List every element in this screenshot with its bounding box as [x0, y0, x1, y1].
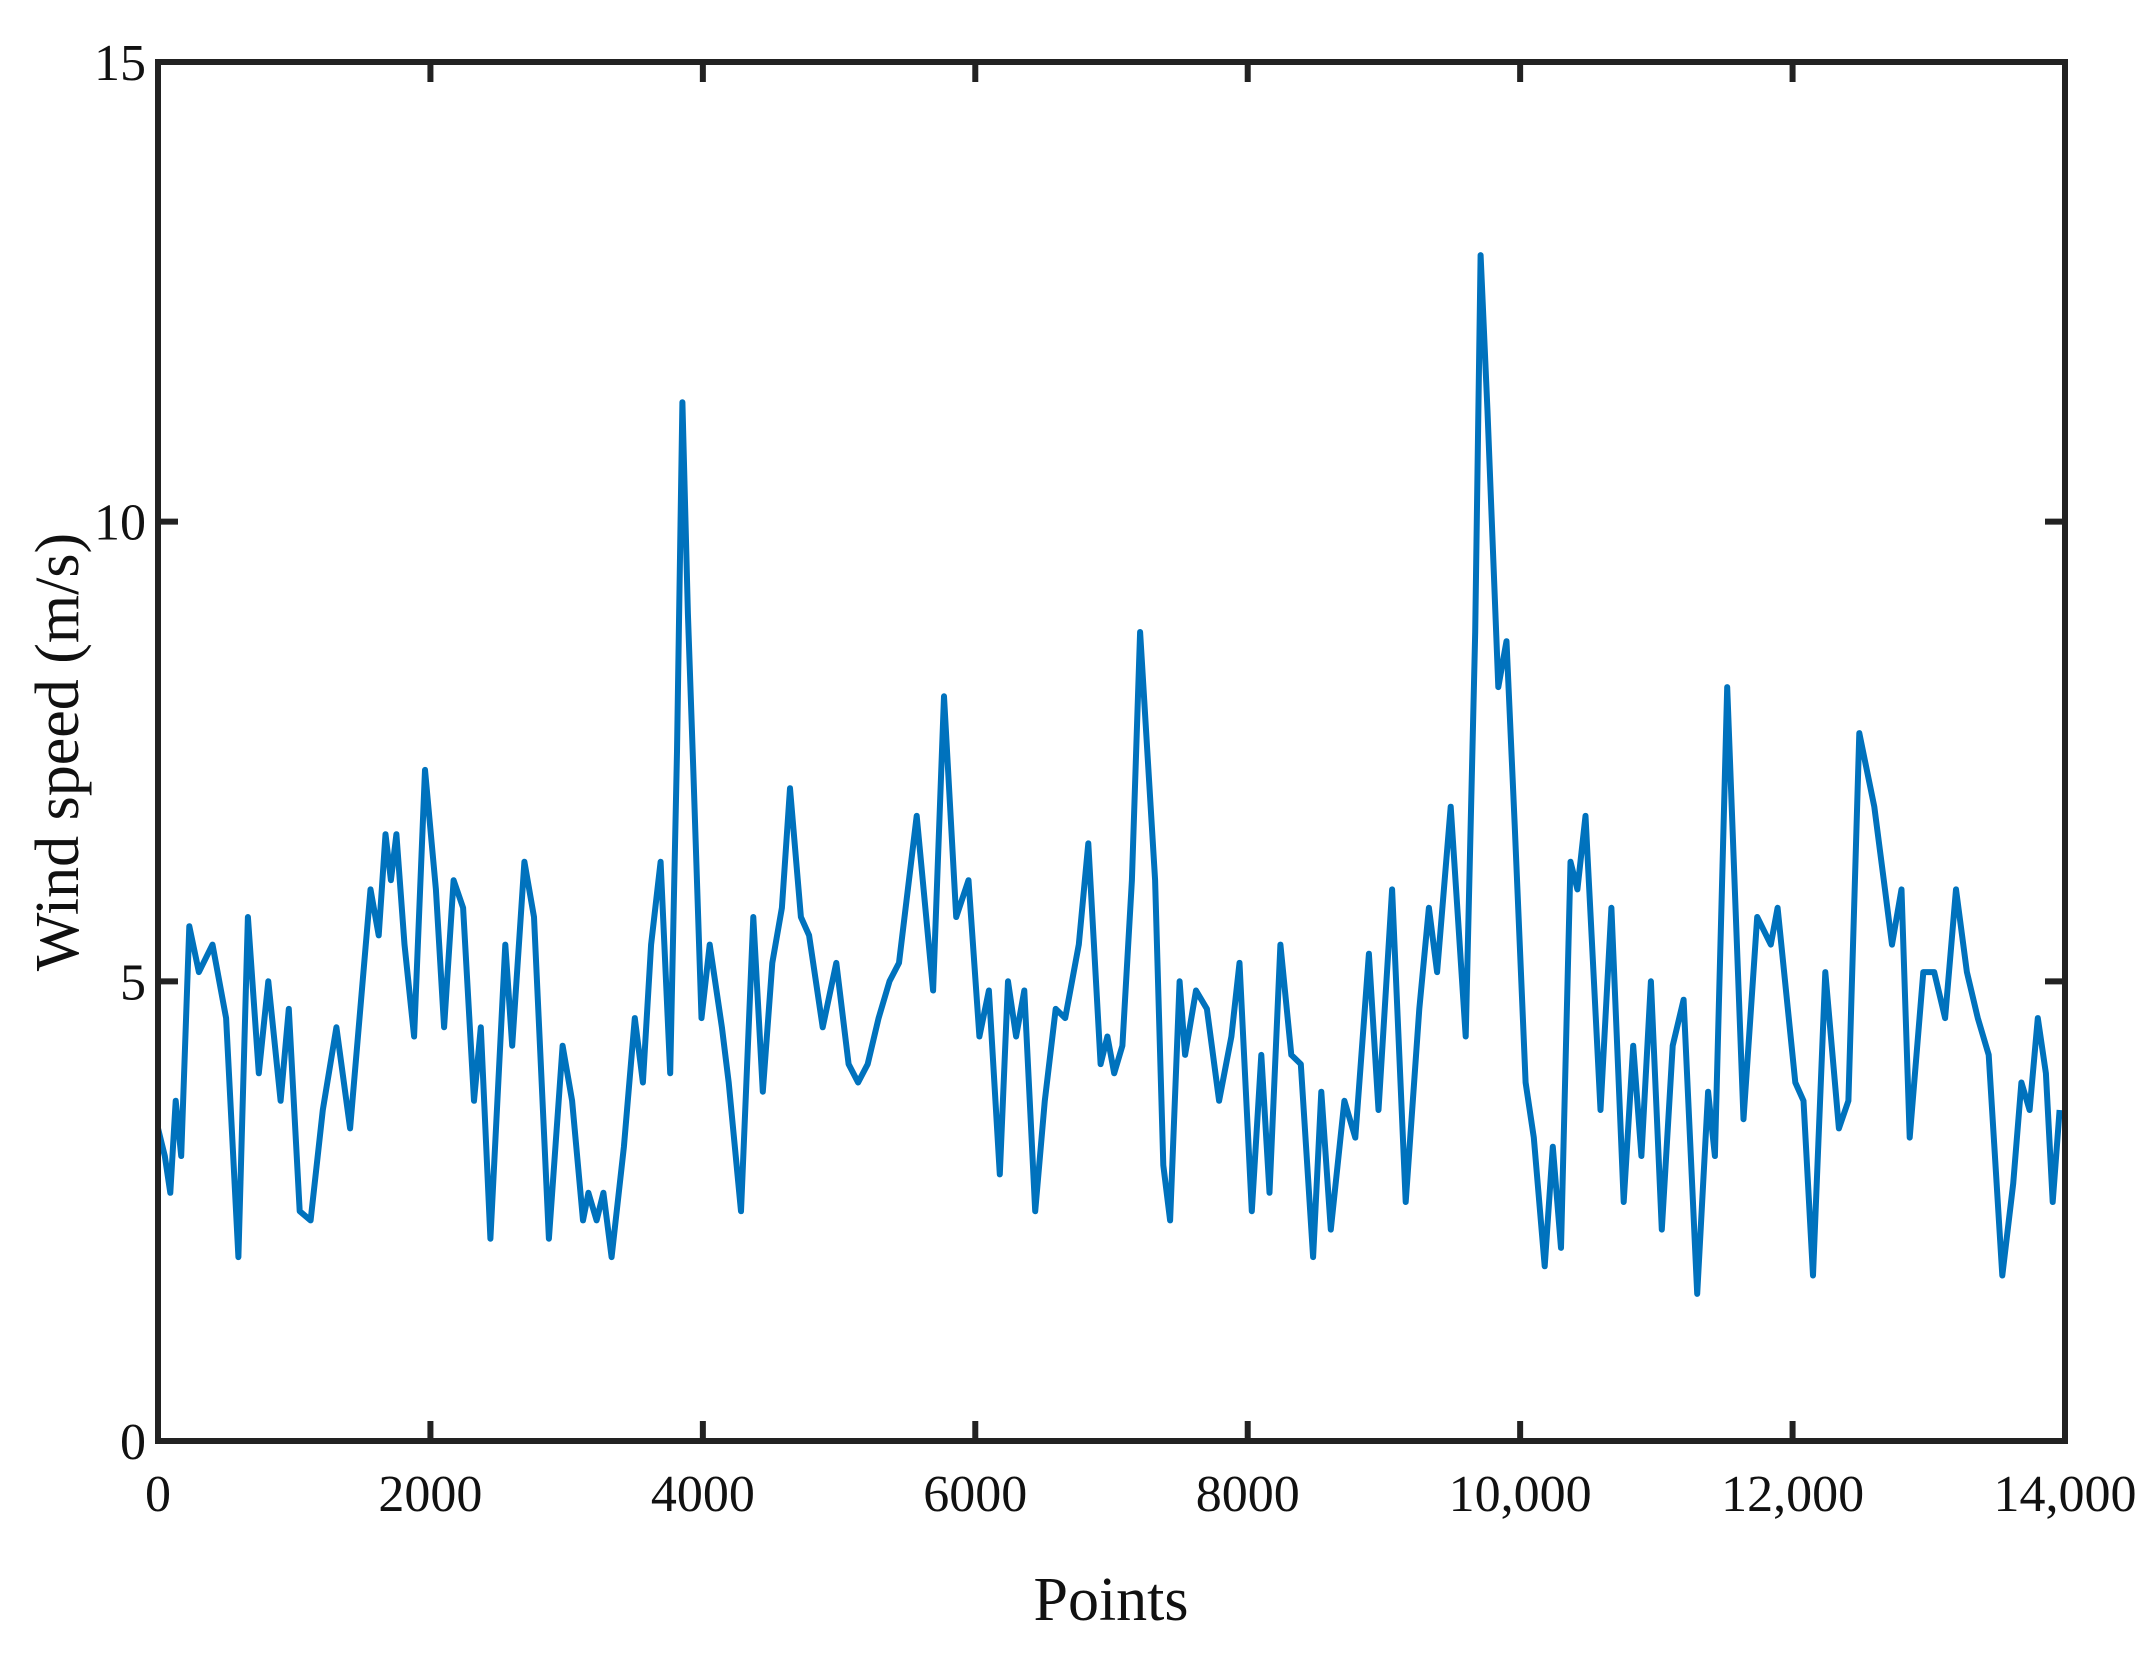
x-tick-label: 10,000: [1449, 1466, 1592, 1523]
y-tick-label: 10: [94, 495, 146, 552]
x-tick-label: 0: [145, 1466, 171, 1523]
x-tick-label: 4000: [651, 1466, 755, 1523]
x-tick-label: 6000: [923, 1466, 1027, 1523]
y-tick-label: 0: [120, 1414, 146, 1471]
x-tick-label: 12,000: [1721, 1466, 1864, 1523]
y-tick-label: 15: [94, 35, 146, 92]
x-tick-label: 2000: [378, 1466, 482, 1523]
y-axis-label: Wind speed (m/s): [24, 533, 92, 971]
x-axis-label: Points: [1033, 1566, 1188, 1634]
plot-frame: [155, 59, 2068, 1444]
data-line: [155, 252, 2063, 1297]
x-tick-label: 14,000: [1994, 1466, 2137, 1523]
y-tick-label: 5: [120, 954, 146, 1011]
x-tick-label: 8000: [1196, 1466, 1300, 1523]
